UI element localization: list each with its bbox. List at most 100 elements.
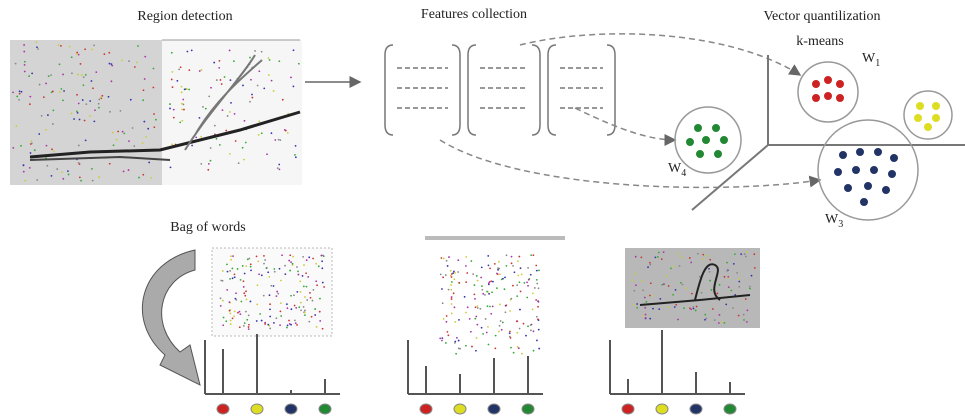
speck	[711, 289, 713, 291]
speck	[751, 275, 753, 277]
speck	[276, 291, 278, 293]
speck	[510, 298, 512, 300]
speck	[314, 314, 316, 316]
speck	[299, 280, 301, 282]
speck	[244, 273, 246, 275]
speck	[248, 324, 250, 326]
speck	[235, 299, 237, 301]
speck	[477, 305, 479, 307]
cluster-label: W3	[825, 212, 843, 230]
speck	[321, 260, 323, 262]
speck	[173, 109, 175, 111]
speck	[475, 350, 477, 352]
speck	[680, 282, 682, 284]
feature-point	[856, 148, 865, 157]
speck	[19, 93, 21, 95]
speck	[516, 332, 518, 334]
speck	[538, 301, 540, 303]
speck	[263, 87, 265, 89]
speck	[51, 175, 53, 177]
speck	[442, 276, 444, 278]
speck	[675, 289, 677, 291]
speck	[94, 109, 96, 111]
speck	[153, 113, 155, 115]
speck	[481, 285, 483, 287]
speck	[473, 293, 475, 295]
speck	[523, 323, 525, 325]
speck	[294, 305, 296, 307]
speck	[243, 286, 245, 288]
speck	[536, 316, 538, 318]
speck	[721, 321, 723, 323]
speck	[287, 325, 289, 327]
speck	[728, 277, 730, 279]
speck	[19, 90, 21, 92]
feature-point	[714, 150, 723, 159]
speck	[143, 121, 145, 123]
speck	[701, 292, 703, 294]
speck	[670, 268, 672, 270]
speck	[482, 293, 484, 295]
speck	[201, 69, 203, 71]
speck	[746, 321, 748, 323]
speck	[280, 280, 282, 282]
image-panel	[212, 248, 332, 336]
speck	[248, 326, 250, 328]
feature-point	[720, 136, 729, 145]
speck	[536, 340, 538, 342]
speck	[708, 268, 710, 270]
speck	[520, 291, 522, 293]
stage-title: Region detection	[137, 9, 232, 24]
speck	[251, 97, 253, 99]
speck	[466, 272, 468, 274]
speck	[111, 80, 113, 82]
speck	[93, 120, 95, 122]
speck	[269, 59, 271, 61]
speck	[78, 103, 80, 105]
feature-point	[844, 184, 853, 193]
speck	[474, 318, 476, 320]
speck	[302, 275, 304, 277]
speck	[450, 289, 452, 291]
speck	[250, 263, 252, 265]
bracket	[468, 45, 476, 135]
speck	[519, 309, 521, 311]
speck	[82, 99, 84, 101]
speck	[83, 76, 85, 78]
speck	[286, 303, 288, 305]
speck	[451, 298, 453, 300]
cluster-name: W	[668, 161, 682, 176]
speck	[533, 350, 535, 352]
speck	[91, 168, 93, 170]
speck	[490, 313, 492, 315]
speck	[481, 289, 483, 291]
speck	[719, 314, 721, 316]
speck	[702, 254, 704, 256]
speck	[128, 169, 130, 171]
speck	[264, 323, 266, 325]
speck	[279, 168, 281, 170]
speck	[83, 84, 85, 86]
feature-point	[836, 80, 845, 89]
speck	[319, 320, 321, 322]
speck	[142, 142, 144, 144]
speck	[287, 132, 289, 134]
speck	[76, 111, 78, 113]
speck	[228, 301, 230, 303]
speck	[296, 291, 298, 293]
speck	[477, 307, 479, 309]
speck	[214, 125, 216, 127]
speck	[173, 117, 175, 119]
word-dot	[488, 404, 500, 414]
speck	[318, 265, 320, 267]
cluster-name: W	[825, 212, 839, 227]
speck	[246, 319, 248, 321]
speck	[293, 49, 295, 51]
speck	[723, 322, 725, 324]
speck	[133, 145, 135, 147]
speck	[245, 290, 247, 292]
speck	[271, 132, 273, 134]
speck	[256, 255, 258, 257]
speck	[229, 111, 231, 113]
speck	[234, 310, 236, 312]
